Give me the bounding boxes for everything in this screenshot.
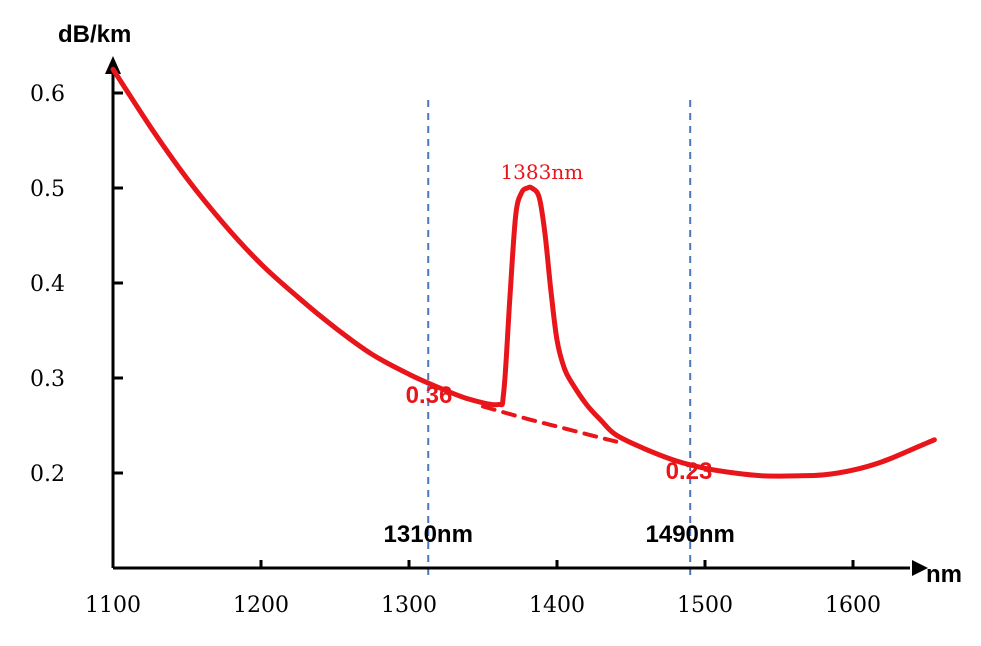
x-tick-label: 1200 — [233, 593, 289, 618]
attenuation-curve — [110, 66, 937, 479]
x-tick-label: 1500 — [677, 593, 733, 618]
y-axis-arrow — [105, 56, 121, 74]
axes — [105, 56, 928, 576]
x-tick-label: 1600 — [825, 593, 881, 618]
x-tick-label: 1400 — [529, 593, 585, 618]
marker-1310-label: 1310nm — [384, 521, 473, 548]
marker-lines — [427, 100, 692, 575]
series-group — [110, 66, 937, 479]
x-tick-label: 1300 — [381, 593, 437, 618]
y-tick-label: 0.2 — [30, 462, 65, 487]
y-tick-label: 0.4 — [30, 272, 65, 297]
x-tick-label: 1100 — [85, 593, 141, 618]
marker-1490-label: 1490nm — [646, 521, 735, 548]
y-tick-label: 0.6 — [30, 82, 65, 107]
value-label-1490: 0.23 — [666, 458, 713, 485]
x-axis-title: nm — [926, 561, 962, 588]
y-tick-label: 0.5 — [30, 177, 65, 202]
y-axis-title: dB/km — [58, 21, 131, 48]
peak-annotation: 1383nm — [500, 160, 583, 184]
value-label-1310: 0.36 — [406, 382, 453, 409]
axis-ticks: 0.2 0.3 0.4 0.5 0.6 1100 1200 1300 1400 1500 1600 — [30, 82, 881, 618]
y-tick-label: 0.3 — [30, 367, 65, 392]
dashed-baseline-curve — [481, 404, 619, 444]
x-axis-arrow — [912, 560, 928, 576]
